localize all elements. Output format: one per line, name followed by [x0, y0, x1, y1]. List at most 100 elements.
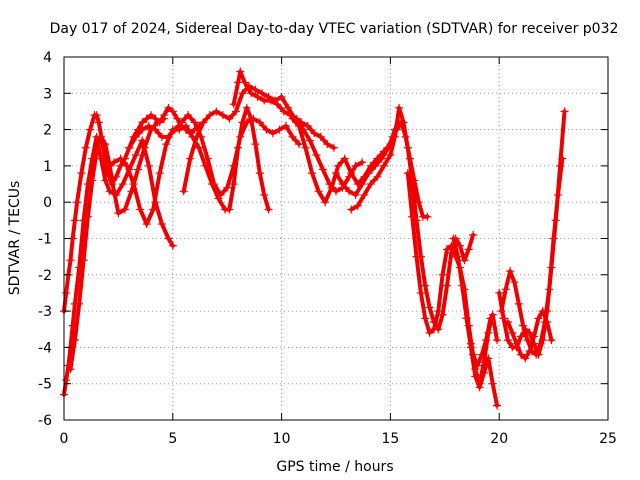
data-point — [210, 180, 219, 189]
data-point — [129, 180, 138, 189]
x-tick-label: 10 — [273, 431, 291, 447]
data-point — [155, 169, 164, 178]
data-point — [101, 140, 110, 149]
y-tick-label: 1 — [43, 159, 52, 175]
data-point — [403, 169, 412, 178]
data-point — [177, 118, 186, 127]
data-point — [377, 154, 386, 163]
data-point — [538, 307, 547, 316]
data-point — [475, 379, 484, 388]
data-point — [70, 216, 79, 225]
data-point — [318, 165, 327, 174]
data-point — [242, 103, 251, 112]
data-point — [260, 190, 269, 199]
data-point — [421, 314, 430, 323]
data-point — [347, 169, 356, 178]
data-point — [131, 151, 140, 160]
data-point — [160, 114, 169, 123]
data-point — [364, 169, 373, 178]
data-point — [179, 187, 188, 196]
data-point — [390, 132, 399, 141]
data-point — [168, 107, 177, 116]
y-tick-label: -5 — [38, 377, 52, 393]
data-point — [458, 281, 467, 290]
data-point — [358, 158, 367, 167]
data-point — [379, 161, 388, 170]
data-point — [295, 121, 304, 130]
data-point — [62, 288, 71, 297]
data-point — [266, 96, 275, 105]
data-point — [86, 125, 95, 134]
data-point — [212, 107, 221, 116]
x-axis-title: GPS time / hours — [276, 459, 393, 475]
data-point — [120, 205, 129, 214]
data-point — [116, 154, 125, 163]
data-point — [530, 332, 539, 341]
data-point — [321, 198, 330, 207]
data-point — [386, 151, 395, 160]
data-point — [253, 92, 262, 101]
data-point — [314, 187, 323, 196]
data-point — [545, 285, 554, 294]
data-point — [288, 114, 297, 123]
data-point — [255, 169, 264, 178]
data-point — [493, 401, 502, 410]
data-point — [493, 336, 502, 345]
data-point — [136, 205, 145, 214]
data-point — [442, 281, 451, 290]
data-point — [340, 154, 349, 163]
data-point — [157, 219, 166, 228]
data-point — [184, 111, 193, 120]
data-point — [399, 118, 408, 127]
data-point — [456, 241, 465, 250]
data-point — [140, 143, 149, 152]
data-point — [70, 336, 79, 345]
data-point — [506, 267, 515, 276]
data-point — [81, 143, 90, 152]
data-point — [488, 310, 497, 319]
data-point — [510, 278, 519, 287]
y-tick-label: -3 — [38, 304, 52, 320]
data-point — [536, 339, 545, 348]
data-point — [519, 321, 528, 330]
data-layer — [60, 67, 569, 410]
y-tick-label: -6 — [38, 413, 52, 429]
data-point — [438, 270, 447, 279]
data-point — [503, 317, 512, 326]
data-point — [231, 107, 240, 116]
data-point — [88, 176, 97, 185]
data-point — [173, 114, 182, 123]
data-point — [305, 136, 314, 145]
data-point — [133, 165, 142, 174]
y-tick-label: 3 — [43, 86, 52, 102]
data-point — [216, 190, 225, 199]
data-point — [162, 140, 171, 149]
data-point — [103, 161, 112, 170]
series-sat-b — [60, 132, 177, 399]
data-point — [353, 201, 362, 210]
data-point — [268, 129, 277, 138]
data-point — [110, 187, 119, 196]
data-point — [223, 183, 232, 192]
data-point — [144, 121, 153, 130]
data-point — [190, 118, 199, 127]
data-point — [168, 241, 177, 250]
data-point — [264, 205, 273, 214]
data-point — [153, 118, 162, 127]
data-point — [242, 118, 251, 127]
data-point — [229, 180, 238, 189]
y-tick-label: -1 — [38, 232, 52, 248]
data-point — [142, 219, 151, 228]
data-point — [453, 252, 462, 261]
data-point — [460, 256, 469, 265]
data-point — [247, 89, 256, 98]
data-point — [284, 103, 293, 112]
data-point — [484, 328, 493, 337]
data-point — [469, 230, 478, 239]
data-point — [295, 140, 304, 149]
data-point — [229, 161, 238, 170]
x-tick-label: 20 — [490, 431, 508, 447]
x-tick-label: 25 — [599, 431, 617, 447]
data-point — [373, 172, 382, 181]
